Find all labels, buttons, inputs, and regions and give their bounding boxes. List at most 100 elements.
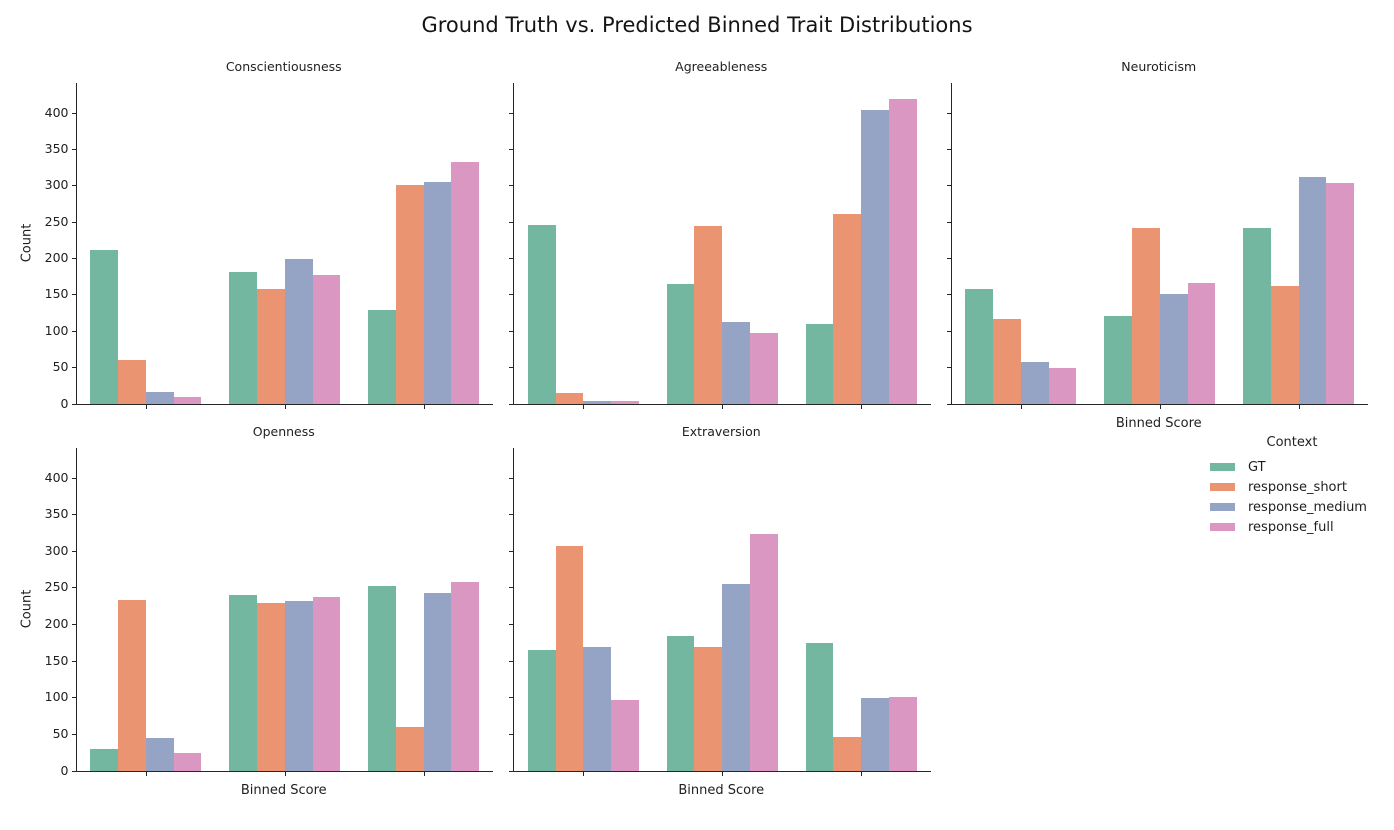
x-axis-label: Binned Score	[678, 782, 765, 798]
x-tick	[861, 404, 863, 409]
bar	[722, 322, 751, 404]
facet-axes	[509, 447, 931, 776]
bar	[611, 700, 639, 771]
y-tick	[509, 149, 513, 151]
legend-label: GT	[1248, 459, 1266, 475]
y-tick-label: 300	[44, 177, 69, 193]
bar	[1243, 227, 1271, 404]
bar	[256, 288, 285, 404]
bar	[173, 396, 202, 404]
y-tick-label: 0	[60, 762, 69, 778]
legend-swatch	[1210, 503, 1235, 511]
y-tick-label: 250	[44, 213, 69, 229]
facet-title: Extraversion	[681, 423, 761, 439]
y-tick	[509, 477, 513, 479]
legend-swatch	[1210, 483, 1235, 491]
legend-swatch	[1210, 463, 1235, 471]
y-tick	[509, 185, 513, 187]
bar	[666, 284, 695, 404]
x-tick	[722, 404, 724, 409]
y-tick	[71, 185, 76, 187]
y-tick	[509, 660, 513, 662]
bar	[145, 391, 174, 404]
bar	[1187, 282, 1216, 404]
bar	[833, 736, 862, 771]
bar	[173, 752, 202, 771]
bar	[750, 533, 778, 771]
y-tick	[71, 587, 76, 589]
y-axis-label: Count	[19, 589, 35, 629]
bar	[1159, 293, 1188, 404]
facet-axes	[946, 83, 1368, 409]
bar	[965, 288, 994, 404]
y-tick	[509, 587, 513, 589]
bar	[583, 400, 612, 404]
y-tick	[509, 367, 513, 369]
y-tick	[71, 697, 76, 699]
x-tick	[861, 771, 863, 776]
y-tick-label: 400	[44, 469, 69, 485]
bar	[229, 595, 257, 771]
x-tick	[583, 771, 585, 776]
bar	[1131, 227, 1160, 404]
facet-axes: 0 50 100 150 200 250 300 350 400	[45, 447, 493, 778]
x-axis-label: Binned Score	[1115, 415, 1202, 431]
bar	[1326, 183, 1355, 404]
y-tick	[509, 294, 513, 296]
bar	[395, 726, 424, 771]
y-tick	[509, 221, 513, 223]
x-tick	[423, 771, 425, 776]
y-tick	[946, 258, 951, 260]
y-tick	[71, 733, 76, 735]
legend-label: response_full	[1248, 519, 1334, 535]
bar	[1270, 285, 1299, 404]
bar	[368, 585, 396, 771]
facet-axes	[509, 83, 931, 409]
legend-item: response_medium	[1204, 497, 1380, 517]
facet-title: Neuroticism	[1121, 59, 1197, 74]
bar	[583, 647, 612, 771]
x-tick	[284, 771, 286, 776]
x-tick	[145, 404, 147, 409]
bar	[145, 737, 174, 771]
y-tick	[509, 770, 513, 772]
y-tick	[71, 477, 76, 479]
y-tick	[509, 403, 513, 405]
y-tick	[946, 294, 951, 296]
legend-swatch	[1210, 523, 1235, 531]
y-tick	[71, 660, 76, 662]
y-tick	[946, 367, 951, 369]
bar	[256, 602, 285, 771]
bar	[284, 258, 313, 404]
bar	[555, 545, 584, 771]
y-tick	[71, 294, 76, 296]
bar	[694, 226, 723, 404]
y-tick	[71, 112, 76, 114]
bar	[1104, 316, 1132, 404]
y-tick	[946, 149, 951, 151]
bar	[805, 323, 834, 404]
y-tick-label: 0	[60, 395, 69, 411]
bar	[1020, 362, 1049, 404]
facet-axes: 0 50 100 150 200 250 300 350 400	[45, 83, 493, 411]
x-axis-label: Binned Score	[240, 782, 327, 798]
y-tick-label: 150	[44, 286, 69, 302]
bar	[527, 650, 556, 771]
bar	[833, 213, 862, 404]
legend-label: response_medium	[1248, 499, 1367, 515]
bar	[1048, 367, 1077, 404]
bar	[555, 392, 584, 404]
y-tick	[71, 367, 76, 369]
y-tick	[509, 550, 513, 552]
y-tick-label: 50	[52, 359, 69, 375]
y-tick-label: 250	[44, 579, 69, 595]
bar	[312, 274, 341, 404]
x-tick	[1159, 404, 1161, 409]
y-tick-label: 100	[44, 689, 69, 705]
y-tick	[71, 624, 76, 625]
bar	[90, 749, 119, 771]
bar	[666, 636, 695, 771]
y-tick-label: 200	[44, 616, 69, 631]
bar	[1298, 176, 1327, 404]
